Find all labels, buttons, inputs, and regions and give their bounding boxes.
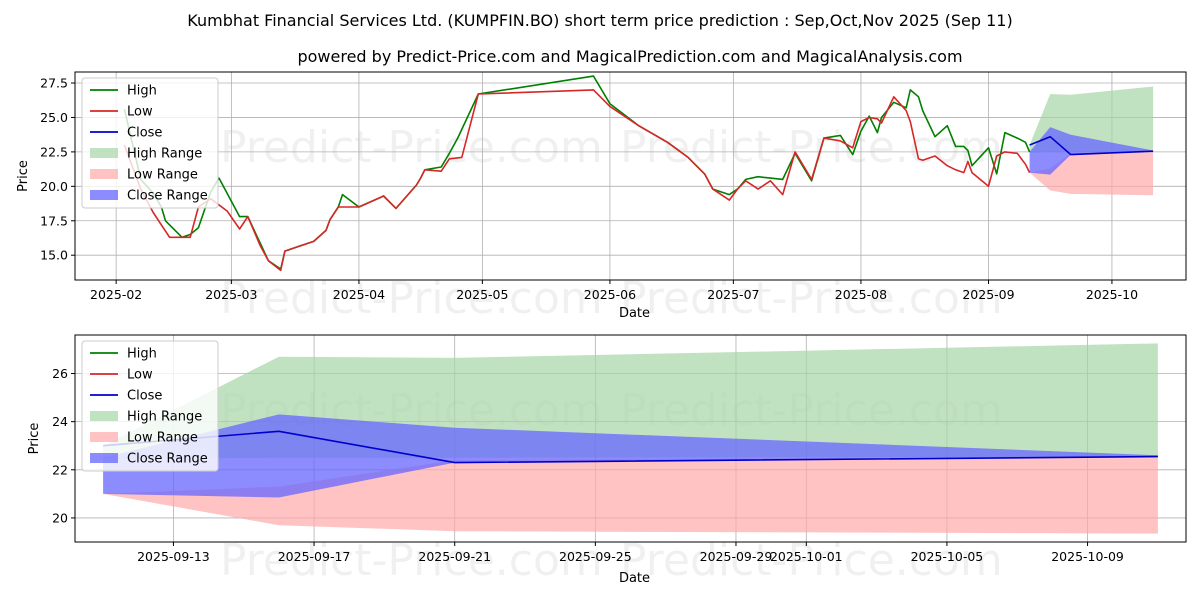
- low-line: [123, 89, 1031, 272]
- x-tick-label: 2025-09-29: [700, 549, 773, 564]
- close-range-area: [1029, 127, 1154, 175]
- legend-label-high-range: High Range: [127, 147, 202, 162]
- x-tick-label: 2025-09-21: [418, 549, 491, 564]
- legend-swatch-low-range: [90, 169, 118, 179]
- y-tick-label: 22.5: [40, 144, 68, 159]
- watermark-text: Predict-Price.com: [220, 273, 603, 324]
- y-tick-label: 27.5: [40, 76, 68, 91]
- top-panel: Predict-Price.com Predict-Price.com Predic…: [16, 71, 1187, 324]
- y-tick-label: 15.0: [40, 248, 68, 263]
- x-axis-label: Date: [619, 571, 650, 586]
- x-tick-label: 2025-08: [835, 287, 887, 302]
- legend: High Low Close High Range Low Range Close Ran…: [81, 340, 219, 472]
- x-tick-label: 2025-10-05: [911, 549, 984, 564]
- legend-swatch-close-range: [90, 190, 118, 200]
- close-line: [1029, 135, 1154, 156]
- x-axis-label: Date: [619, 306, 650, 321]
- y-tick-label: 25.0: [40, 110, 68, 125]
- legend-label-high: High: [127, 84, 157, 99]
- y-tick-label: 26: [52, 366, 68, 381]
- legend-label-low-range: Low Range: [127, 431, 198, 446]
- y-tick-label: 20.0: [40, 179, 68, 194]
- y-tick-label: 17.5: [40, 213, 68, 228]
- legend-label-close: Close: [127, 389, 162, 404]
- axes-frame: [74, 334, 1187, 543]
- legend-label-close: Close: [127, 126, 162, 141]
- bottom-panel: Predict-Price.comPredict-Price.comPredic…: [27, 334, 1187, 586]
- legend-label-low-range: Low Range: [127, 168, 198, 183]
- y-axis-label: Price: [27, 423, 42, 455]
- watermark-text: Predict-Price.com: [620, 535, 1003, 586]
- x-tick-label: 2025-10-09: [1051, 549, 1124, 564]
- legend-swatch-high-range: [90, 411, 118, 421]
- watermark-text: Predict-Price.com: [220, 535, 603, 586]
- chart-title: Kumbhat Financial Services Ltd. (KUMPFIN…: [187, 11, 1012, 30]
- axes-frame: [74, 71, 1187, 281]
- legend-label-high: High: [127, 347, 157, 362]
- legend-label-low: Low: [127, 368, 153, 383]
- watermark-text: Predict-Price.com: [620, 122, 1003, 173]
- legend-label-low: Low: [127, 105, 153, 120]
- y-axis-label: Price: [16, 160, 31, 192]
- x-tick-label: 2025-10-01: [770, 549, 843, 564]
- x-tick-label: 2025-02: [90, 287, 142, 302]
- close-range-area: [103, 414, 1158, 498]
- x-tick-label: 2025-10: [1086, 287, 1138, 302]
- legend-label-close-range: Close Range: [127, 189, 208, 204]
- watermark-text: Predict-Price.com: [620, 273, 1003, 324]
- x-tick-label: 2025-06: [584, 287, 636, 302]
- legend-swatch-close-range: [90, 453, 118, 463]
- legend-label-high-range: High Range: [127, 410, 202, 425]
- x-tick-label: 2025-07: [707, 287, 759, 302]
- chart-subtitle: powered by Predict-Price.com and Magical…: [297, 47, 962, 66]
- x-tick-label: 2025-03: [205, 287, 257, 302]
- y-tick-label: 20: [52, 510, 68, 525]
- x-tick-label: 2025-09: [962, 287, 1014, 302]
- x-tick-label: 2025-04: [333, 287, 385, 302]
- x-tick-label: 2025-09-13: [137, 549, 210, 564]
- legend-label-close-range: Close Range: [127, 452, 208, 467]
- y-tick-label: 24: [52, 414, 68, 429]
- legend: High Low Close High Range Low Range Close Ran…: [81, 77, 219, 209]
- y-tick-label: 22: [52, 462, 68, 477]
- x-tick-label: 2025-09-17: [278, 549, 351, 564]
- x-tick-label: 2025-05: [456, 287, 508, 302]
- x-tick-label: 2025-09-25: [559, 549, 632, 564]
- watermark-text: Predict-Price.com: [220, 122, 603, 173]
- legend-swatch-high-range: [90, 148, 118, 158]
- legend-swatch-low-range: [90, 432, 118, 442]
